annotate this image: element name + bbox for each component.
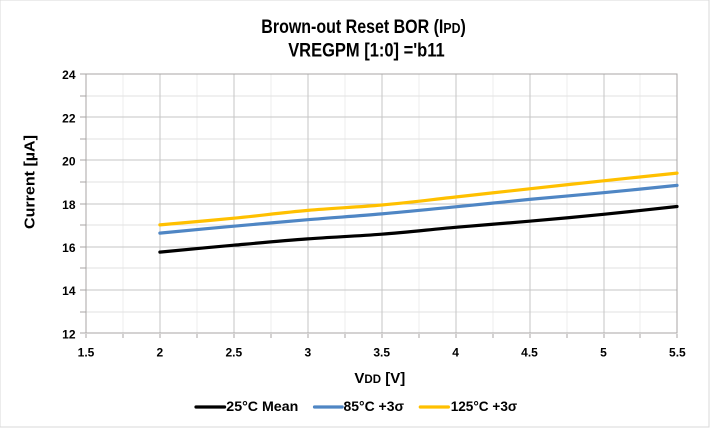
- svg-text:22: 22: [62, 111, 76, 125]
- svg-text:16: 16: [62, 241, 76, 255]
- svg-text:5: 5: [600, 345, 607, 359]
- svg-text:25°C Mean: 25°C Mean: [226, 398, 298, 414]
- svg-text:24: 24: [62, 68, 76, 82]
- svg-text:4.5: 4.5: [521, 345, 538, 359]
- svg-text:5.5: 5.5: [669, 345, 686, 359]
- svg-text:2.5: 2.5: [225, 345, 242, 359]
- svg-text:125°C +3σ: 125°C +3σ: [451, 398, 518, 414]
- svg-text:85°C +3σ: 85°C +3σ: [344, 398, 405, 414]
- svg-text:Brown-out Reset BOR (IPD): Brown-out Reset BOR (IPD): [261, 16, 466, 38]
- svg-text:12: 12: [62, 327, 76, 341]
- svg-text:3.5: 3.5: [373, 345, 390, 359]
- svg-text:4: 4: [452, 345, 459, 359]
- svg-text:VREGPM [1:0] ='b11: VREGPM [1:0] ='b11: [288, 40, 445, 62]
- svg-text:3: 3: [304, 345, 311, 359]
- svg-text:Current [µA]: Current [µA]: [23, 135, 39, 229]
- svg-text:VDD [V]: VDD [V]: [354, 370, 405, 387]
- svg-text:1.5: 1.5: [78, 345, 95, 359]
- svg-text:14: 14: [62, 284, 76, 298]
- svg-text:18: 18: [62, 198, 76, 212]
- svg-text:2: 2: [157, 345, 164, 359]
- svg-text:20: 20: [62, 155, 76, 169]
